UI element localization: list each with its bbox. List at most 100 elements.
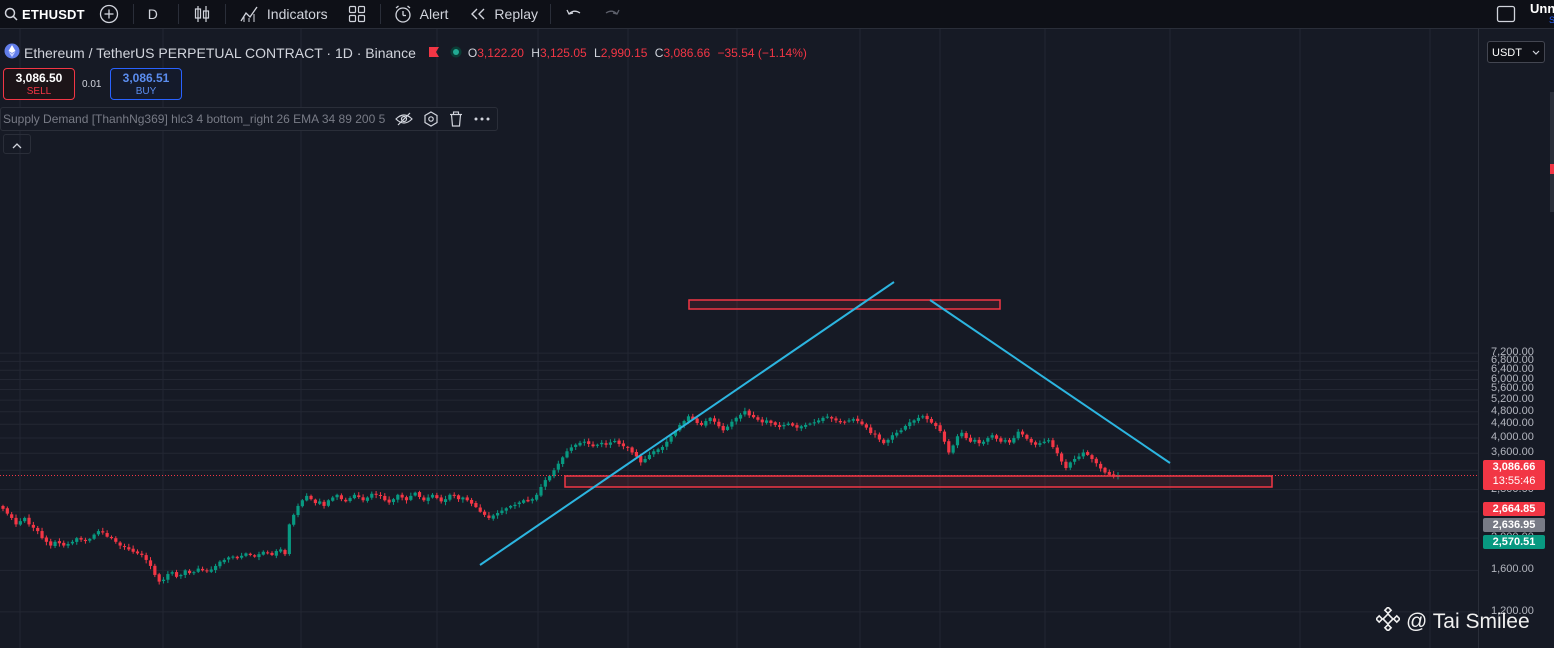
candle-body xyxy=(890,435,894,440)
candle-body xyxy=(387,499,391,503)
candle-body xyxy=(274,550,278,556)
sell-button[interactable]: 3,086.50 SELL xyxy=(3,68,75,100)
undo-icon xyxy=(565,7,583,21)
grid-layout-icon xyxy=(348,5,366,23)
candle-body xyxy=(834,418,838,421)
candle-body xyxy=(977,439,981,444)
symbol-search[interactable]: ETHUSDT xyxy=(4,0,85,28)
chart-pane[interactable] xyxy=(0,29,1478,648)
candle-body xyxy=(270,552,274,555)
supply-zone xyxy=(688,299,1001,310)
trash-icon[interactable] xyxy=(449,111,463,127)
candle-body xyxy=(669,436,673,442)
candle-body xyxy=(153,565,157,575)
candle-body xyxy=(647,454,652,460)
candle-body xyxy=(378,495,383,497)
candle-body xyxy=(856,418,860,422)
candle-body xyxy=(1020,431,1025,435)
interval-label: D xyxy=(147,6,158,22)
candle-body xyxy=(1033,442,1038,445)
candle-body xyxy=(1016,431,1020,439)
candle-body xyxy=(1038,443,1042,445)
candle-body xyxy=(70,541,75,544)
candle-body xyxy=(114,538,118,542)
candle-body xyxy=(1099,463,1103,469)
price-axis[interactable]: USDT 7,200.00 6,800.00 6,400.00 6,000.00 5,6… xyxy=(1478,29,1554,648)
candle-body xyxy=(391,499,396,503)
redo-icon xyxy=(603,7,621,21)
candle-body xyxy=(686,416,691,422)
candle-body xyxy=(916,417,921,421)
layout-name[interactable]: Unn xyxy=(1530,1,1554,16)
candle-body xyxy=(738,414,743,419)
candle-body xyxy=(751,414,756,418)
candle-body xyxy=(18,521,22,525)
candle-body xyxy=(526,499,530,502)
candle-body xyxy=(777,425,782,427)
candle-body xyxy=(561,457,565,464)
compare-button[interactable] xyxy=(99,0,119,28)
candle-body xyxy=(287,524,291,555)
candle-body xyxy=(374,493,378,495)
candle-body xyxy=(825,416,829,418)
candle-body xyxy=(999,438,1003,442)
candle-body xyxy=(804,424,808,427)
indicators-button[interactable]: Indicators xyxy=(240,0,328,28)
binance-logo-icon xyxy=(1374,605,1402,637)
indicator-legend[interactable]: Supply Demand [ThanhNg369] hlc3 4 bottom… xyxy=(0,107,499,131)
alert-button[interactable]: Alert xyxy=(393,0,448,28)
candle-body xyxy=(808,423,812,425)
candle-body xyxy=(430,494,435,498)
candle-body xyxy=(31,524,35,528)
symbol-title: Ethereum / TetherUS PERPETUAL CONTRACT ·… xyxy=(24,44,416,61)
axis-tick-label: 7,200.00 xyxy=(1491,346,1534,359)
candle-body xyxy=(782,424,786,427)
candle-body xyxy=(548,475,552,481)
candle-body xyxy=(413,492,417,496)
level-tag-1: 2,664.85 xyxy=(1483,502,1545,516)
candle-body xyxy=(105,533,109,537)
top-toolbar: ETHUSDT D Indicators Alert R xyxy=(0,0,1554,29)
redo-button[interactable] xyxy=(603,0,621,28)
candlestick-chart[interactable] xyxy=(0,29,1478,648)
layouts-button[interactable] xyxy=(348,0,366,28)
eye-hidden-icon[interactable] xyxy=(395,112,414,126)
falling-trendline xyxy=(929,299,1171,464)
open-label: O xyxy=(467,45,478,60)
candle-body xyxy=(435,495,439,499)
candle-body xyxy=(187,570,192,574)
candle-body xyxy=(1025,434,1029,439)
chevron-down-icon xyxy=(1532,42,1540,72)
more-icon[interactable] xyxy=(473,116,491,122)
candle-body xyxy=(847,420,851,422)
candle-body xyxy=(331,497,335,501)
candle-body xyxy=(717,421,721,427)
last-price-tag: 3,086.66 13:55:46 xyxy=(1483,460,1545,490)
settings-icon[interactable] xyxy=(423,111,439,127)
chart-type-button[interactable] xyxy=(193,0,211,28)
last-price-value: 3,086.66 xyxy=(1492,461,1536,473)
candle-body xyxy=(886,439,890,443)
candle-body xyxy=(617,440,621,444)
replay-button[interactable]: Replay xyxy=(470,0,538,28)
undo-button[interactable] xyxy=(565,0,583,28)
candle-body xyxy=(994,435,999,439)
interval-button[interactable]: D xyxy=(148,0,158,28)
candle-body xyxy=(912,420,916,423)
candle-body xyxy=(49,541,53,546)
collapse-legend-button[interactable] xyxy=(3,134,31,154)
candle-body xyxy=(292,514,296,525)
candle-body xyxy=(652,451,656,455)
candle-body xyxy=(79,537,83,540)
buy-button[interactable]: 3,086.51 BUY xyxy=(110,68,182,100)
currency-selector[interactable]: USDT xyxy=(1487,41,1545,63)
candle-body xyxy=(873,433,877,435)
candle-body xyxy=(630,447,634,453)
layout-checkbox[interactable] xyxy=(1496,0,1516,28)
candle-body xyxy=(934,423,938,426)
candle-body xyxy=(339,495,344,500)
candle-body xyxy=(266,552,270,554)
candle-body xyxy=(604,443,608,445)
candle-body xyxy=(747,410,751,416)
candle-body xyxy=(122,546,127,548)
